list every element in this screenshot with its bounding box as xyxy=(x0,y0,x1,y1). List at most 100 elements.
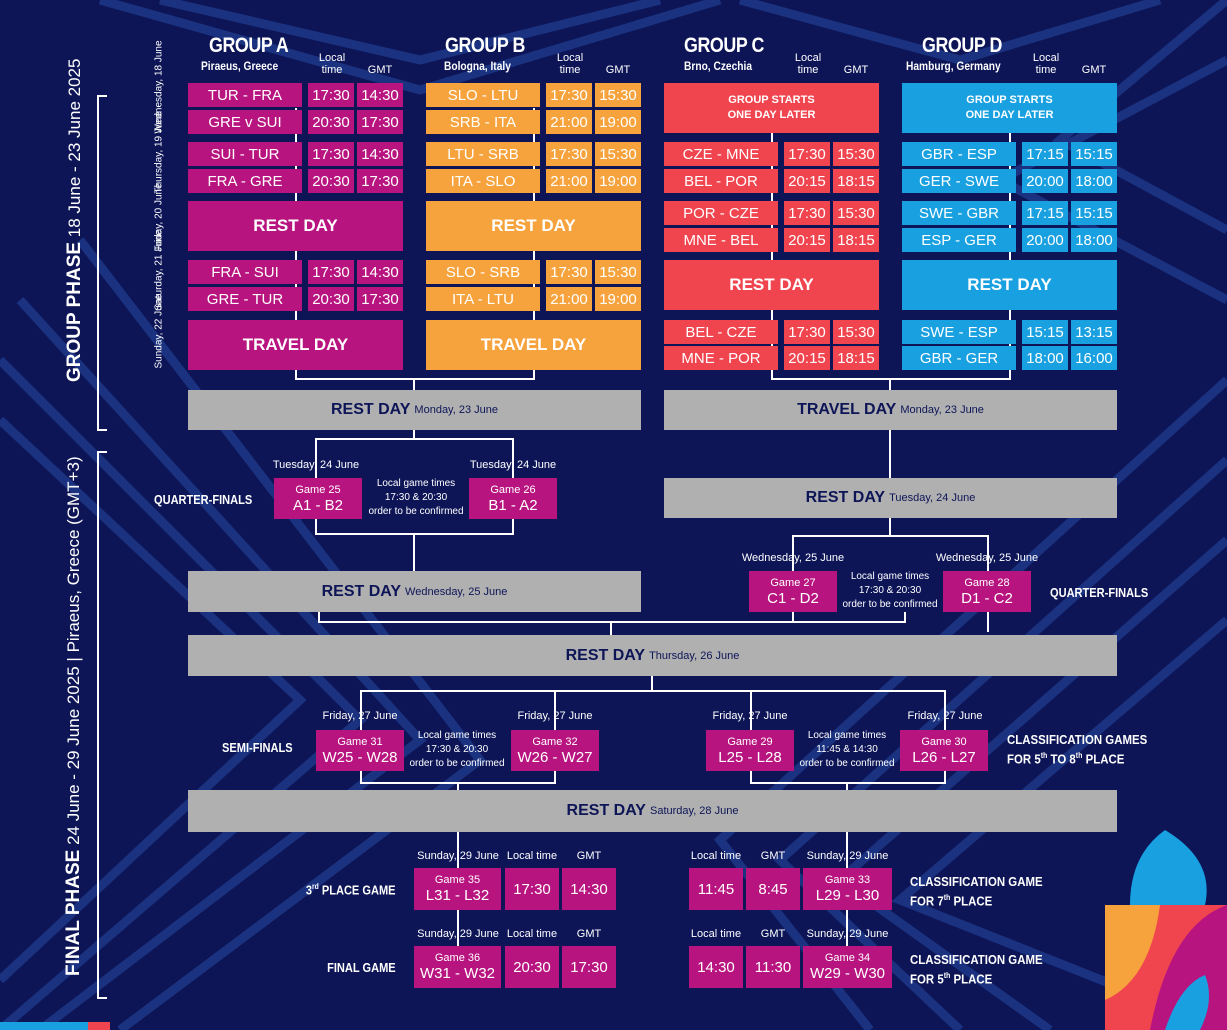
gmt-header: GMT xyxy=(760,850,786,862)
group-c-gmt-header: GMT xyxy=(843,64,869,76)
group-starts-line1: GROUP STARTS xyxy=(966,94,1053,106)
rest-day-block: REST DAY xyxy=(664,260,879,310)
gmt-time-cell: 15:15 xyxy=(1071,201,1117,225)
final-phase-label: FINAL PHASE 24 June - 29 June 2025 | Pir… xyxy=(63,456,85,976)
game-teams: W26 - W27 xyxy=(517,748,593,766)
game-number: Game 35 xyxy=(434,874,481,886)
gmt-time-cell: 13:15 xyxy=(1071,320,1117,344)
group-c-local-header: Local time xyxy=(794,52,822,76)
game-times-note: Local game times 17:30 & 20:30 order to … xyxy=(368,478,464,517)
gmt-time-cell: 15:30 xyxy=(595,260,641,284)
gmt-header: GMT xyxy=(576,928,602,940)
gmt-time-cell: 18:00 xyxy=(1071,228,1117,252)
local-time-cell: 17:30 xyxy=(308,260,354,284)
game-date: Sunday, 29 June xyxy=(417,928,499,940)
label-text: TO 8 xyxy=(1047,751,1076,767)
gmt-time-cell: 15:30 xyxy=(833,201,879,225)
label-text: PLACE xyxy=(1082,751,1125,767)
local-time-cell: 17:30 xyxy=(784,201,830,225)
bar-date: Wednesday, 25 June xyxy=(405,585,508,598)
match-cell: MNE - POR xyxy=(664,346,778,370)
group-d-gmt-header: GMT xyxy=(1081,64,1107,76)
game-30: Game 30 L26 - L27 xyxy=(900,730,988,771)
local-time-cell: 17:30 xyxy=(546,142,592,166)
gmt-time-cell: 19:00 xyxy=(595,287,641,311)
bar-date: Thursday, 26 June xyxy=(649,649,740,662)
game-times-note: Local game times 17:30 & 20:30 order to … xyxy=(842,571,938,610)
game-31: Game 31 W25 - W28 xyxy=(316,730,404,771)
match-cell: BEL - POR xyxy=(664,169,778,193)
group-starts-line1: GROUP STARTS xyxy=(728,94,815,106)
match-cell: SWE - GBR xyxy=(902,201,1016,225)
group-starts-later-block: GROUP STARTS ONE DAY LATER xyxy=(664,83,879,133)
game-date: Tuesday, 24 June xyxy=(272,459,360,471)
group-starts-line2: ONE DAY LATER xyxy=(727,109,816,121)
gmt-time-cell: 14:30 xyxy=(562,868,616,910)
rest-day-thursday-bar: REST DAY Thursday, 26 June xyxy=(188,635,1117,676)
game-date: Tuesday, 24 June xyxy=(469,459,557,471)
gmt-time-cell: 15:30 xyxy=(833,320,879,344)
group-a-city: Piraeus, Greece xyxy=(201,59,279,73)
bar-date: Monday, 23 June xyxy=(900,404,984,416)
local-time-cell: 17:30 xyxy=(784,142,830,166)
local-time-cell: 20:30 xyxy=(308,169,354,193)
label-text: 3 xyxy=(306,882,313,898)
game-teams: B1 - A2 xyxy=(488,496,538,514)
game-33: Game 33 L29 - L30 xyxy=(803,868,892,910)
label-sup: rd xyxy=(312,882,320,891)
group-b-gmt-header: GMT xyxy=(605,64,631,76)
gmt-time-cell: 18:15 xyxy=(833,346,879,370)
label-line2: FOR 5th PLACE xyxy=(910,968,1043,987)
label-sup: th xyxy=(943,893,951,902)
gmt-time-cell: 14:30 xyxy=(357,83,403,107)
game-teams: W29 - W30 xyxy=(809,965,885,982)
match-cell: CZE - MNE xyxy=(664,142,778,166)
match-cell: SLO - SRB xyxy=(426,260,540,284)
local-time-cell: 20:15 xyxy=(784,228,830,252)
label-sup: th xyxy=(943,971,951,980)
gmt-time-cell: 8:45 xyxy=(746,868,800,910)
game-teams: A1 - B2 xyxy=(292,496,344,514)
local-time-cell: 17:30 xyxy=(505,868,559,910)
group-d-title: GROUP D xyxy=(922,34,1003,57)
game-number: Game 30 xyxy=(921,735,967,748)
game-29: Game 29 L25 - L28 xyxy=(706,730,794,771)
group-b-city: Bologna, Italy xyxy=(444,59,511,73)
rest-day-block: REST DAY xyxy=(426,201,641,251)
game-date: Wednesday, 25 June xyxy=(741,552,845,564)
game-35: Game 35 L31 - L32 xyxy=(414,868,501,910)
label-line1: CLASSIFICATION GAME xyxy=(910,874,1043,889)
local-time-cell: 21:00 xyxy=(546,110,592,134)
quarter-finals-label: QUARTER-FINALS xyxy=(154,492,253,507)
game-teams: L29 - L30 xyxy=(815,887,880,904)
rest-day-saturday-bar: REST DAY Saturday, 28 June xyxy=(188,790,1117,832)
label-line1: CLASSIFICATION GAME xyxy=(910,952,1043,967)
gmt-time-cell: 17:30 xyxy=(357,169,403,193)
final-game-label: FINAL GAME xyxy=(327,960,396,975)
gmt-time-cell: 15:30 xyxy=(595,83,641,107)
game-teams: D1 - C2 xyxy=(961,589,1013,607)
group-d-city: Hamburg, Germany xyxy=(906,59,1001,73)
match-cell: FRA - GRE xyxy=(188,169,302,193)
group-c-title: GROUP C xyxy=(684,34,765,57)
semi-finals-label: SEMI-FINALS xyxy=(222,740,293,755)
group-phase-label: GROUP PHASE 18 June - 23 June 2025 xyxy=(64,59,86,382)
label-text: FOR 5 xyxy=(910,971,944,987)
local-time-header: Local time xyxy=(506,928,558,940)
game-date: Friday, 27 June xyxy=(712,710,788,722)
gmt-time-cell: 19:00 xyxy=(595,110,641,134)
game-date: Sunday, 29 June xyxy=(417,850,499,862)
final-phase-dates: 24 June - 29 June 2025 | Piraeus, Greece… xyxy=(64,456,83,850)
gmt-time-cell: 18:00 xyxy=(1071,169,1117,193)
local-time-cell: 17:30 xyxy=(546,260,592,284)
fifth-place-label: CLASSIFICATION GAME FOR 5th PLACE xyxy=(910,952,1043,987)
match-cell: ITA - LTU xyxy=(426,287,540,311)
label-sup: th xyxy=(1040,751,1048,760)
local-time-cell: 17:30 xyxy=(308,142,354,166)
game-27: Game 27 C1 - D2 xyxy=(749,571,837,612)
bar-title: REST DAY xyxy=(566,802,646,819)
match-cell: GBR - GER xyxy=(902,346,1016,370)
match-cell: GER - SWE xyxy=(902,169,1016,193)
game-date: Wednesday, 25 June xyxy=(935,552,1039,564)
gmt-time-cell: 17:30 xyxy=(357,287,403,311)
